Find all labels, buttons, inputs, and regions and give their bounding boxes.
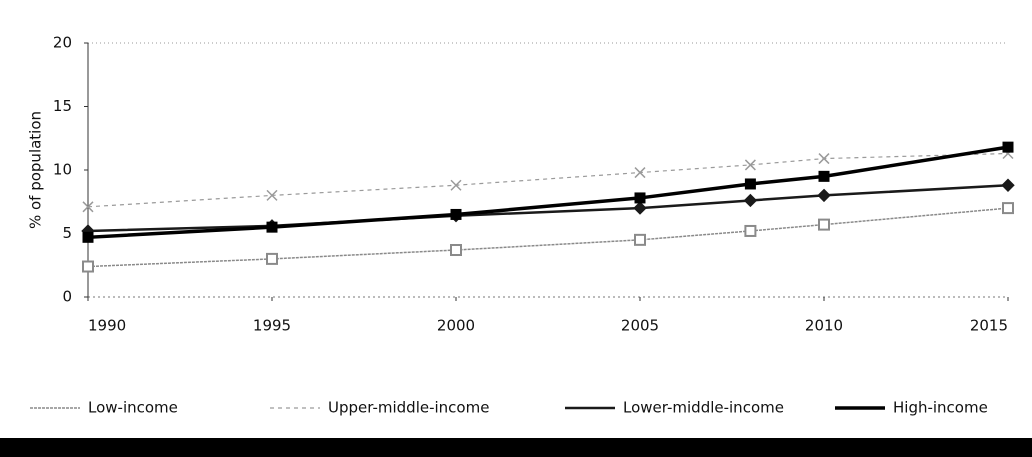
marker — [82, 231, 94, 243]
marker — [818, 170, 830, 182]
x-tick-label: 2005 — [621, 317, 659, 335]
marker — [266, 252, 278, 265]
marker — [634, 167, 646, 179]
marker — [818, 218, 830, 231]
marker — [818, 153, 830, 165]
marker — [1002, 141, 1014, 153]
marker — [743, 193, 758, 208]
marker — [1002, 202, 1014, 215]
y-tick-label: 0 — [62, 288, 72, 306]
x-tick-label: 2010 — [805, 317, 843, 335]
x-tick-label: 2000 — [437, 317, 475, 335]
x-tick-label: 2015 — [970, 317, 1008, 335]
x-tick-label: 1990 — [88, 317, 126, 335]
marker — [633, 201, 647, 215]
legend-label: Upper-middle-income — [328, 399, 489, 417]
y-axis-label: % of population — [27, 111, 45, 229]
marker — [266, 189, 278, 201]
marker — [82, 201, 94, 213]
y-tick-label: 20 — [53, 34, 72, 52]
marker — [450, 179, 462, 191]
marker — [450, 244, 462, 257]
legend-label: Lower-middle-income — [623, 399, 784, 417]
marker — [1001, 178, 1015, 192]
marker — [817, 188, 831, 203]
y-tick-label: 15 — [53, 97, 72, 115]
marker — [744, 224, 757, 237]
marker — [634, 233, 646, 246]
y-tick-label: 10 — [53, 161, 72, 179]
marker — [634, 192, 646, 204]
marker — [82, 260, 94, 273]
marker — [450, 208, 462, 220]
legend-label: Low-income — [88, 399, 178, 417]
x-tick-label: 1995 — [253, 317, 291, 335]
marker — [744, 159, 756, 171]
y-tick-label: 5 — [62, 224, 72, 242]
legend-label: High-income — [893, 399, 988, 417]
footer-bar — [0, 438, 1032, 457]
marker — [744, 178, 756, 190]
marker — [266, 221, 278, 233]
